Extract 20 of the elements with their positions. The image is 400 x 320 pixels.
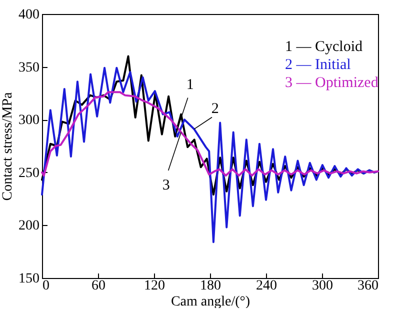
x-tick-label: 300 xyxy=(312,278,333,294)
annotation: 2 xyxy=(211,101,219,118)
y-tick-label: 400 xyxy=(18,8,40,22)
x-tick-label: 60 xyxy=(92,278,106,294)
text: 2 — Initial xyxy=(285,57,351,73)
y-tick-label: 150 xyxy=(18,272,40,286)
y-axis-title: Contact stress/MPa xyxy=(0,91,16,201)
annotation: 3 xyxy=(162,177,170,194)
x-tick-label: 120 xyxy=(144,278,165,294)
text: 1 — Cycloid xyxy=(285,39,363,55)
y-tick-label: 200 xyxy=(18,218,40,234)
y-tick-label: 300 xyxy=(18,113,40,128)
annotation: 1 xyxy=(186,76,194,93)
x-tick-label: 360 xyxy=(358,278,378,294)
x-tick-label: 180 xyxy=(200,278,221,294)
line-series xyxy=(41,91,379,177)
x-tick-label: 0 xyxy=(42,278,50,294)
x-tick-label: 240 xyxy=(256,278,277,294)
y-tick-label: 350 xyxy=(18,60,40,76)
y-tick-label: 250 xyxy=(18,166,40,181)
